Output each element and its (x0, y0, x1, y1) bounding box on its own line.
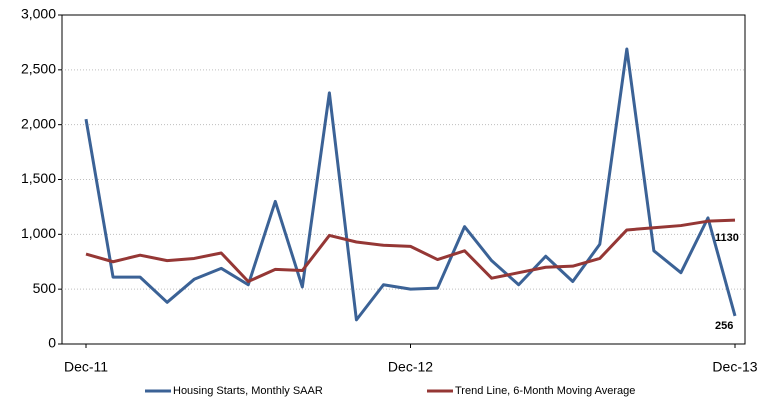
x-tick-label: Dec-12 (388, 359, 433, 375)
y-tick-label: 0 (48, 335, 56, 351)
y-tick-label: 3,000 (21, 6, 56, 22)
x-tick-label: Dec-11 (64, 359, 108, 375)
data-label: 256 (715, 320, 733, 332)
y-tick-label: 2,000 (21, 115, 56, 131)
y-tick-label: 2,500 (21, 61, 56, 77)
line-series (85, 218, 736, 283)
line-series (84, 47, 737, 322)
y-tick-label: 1,500 (21, 170, 56, 186)
y-tick-label: 1,000 (21, 225, 56, 241)
legend-label: Trend Line, 6-Month Moving Average (455, 385, 635, 397)
data-label: 1130 (715, 232, 739, 244)
y-tick-label: 500 (33, 280, 57, 296)
x-tick-label: Dec-13 (712, 359, 757, 375)
legend-label: Housing Starts, Monthly SAAR (173, 385, 323, 397)
